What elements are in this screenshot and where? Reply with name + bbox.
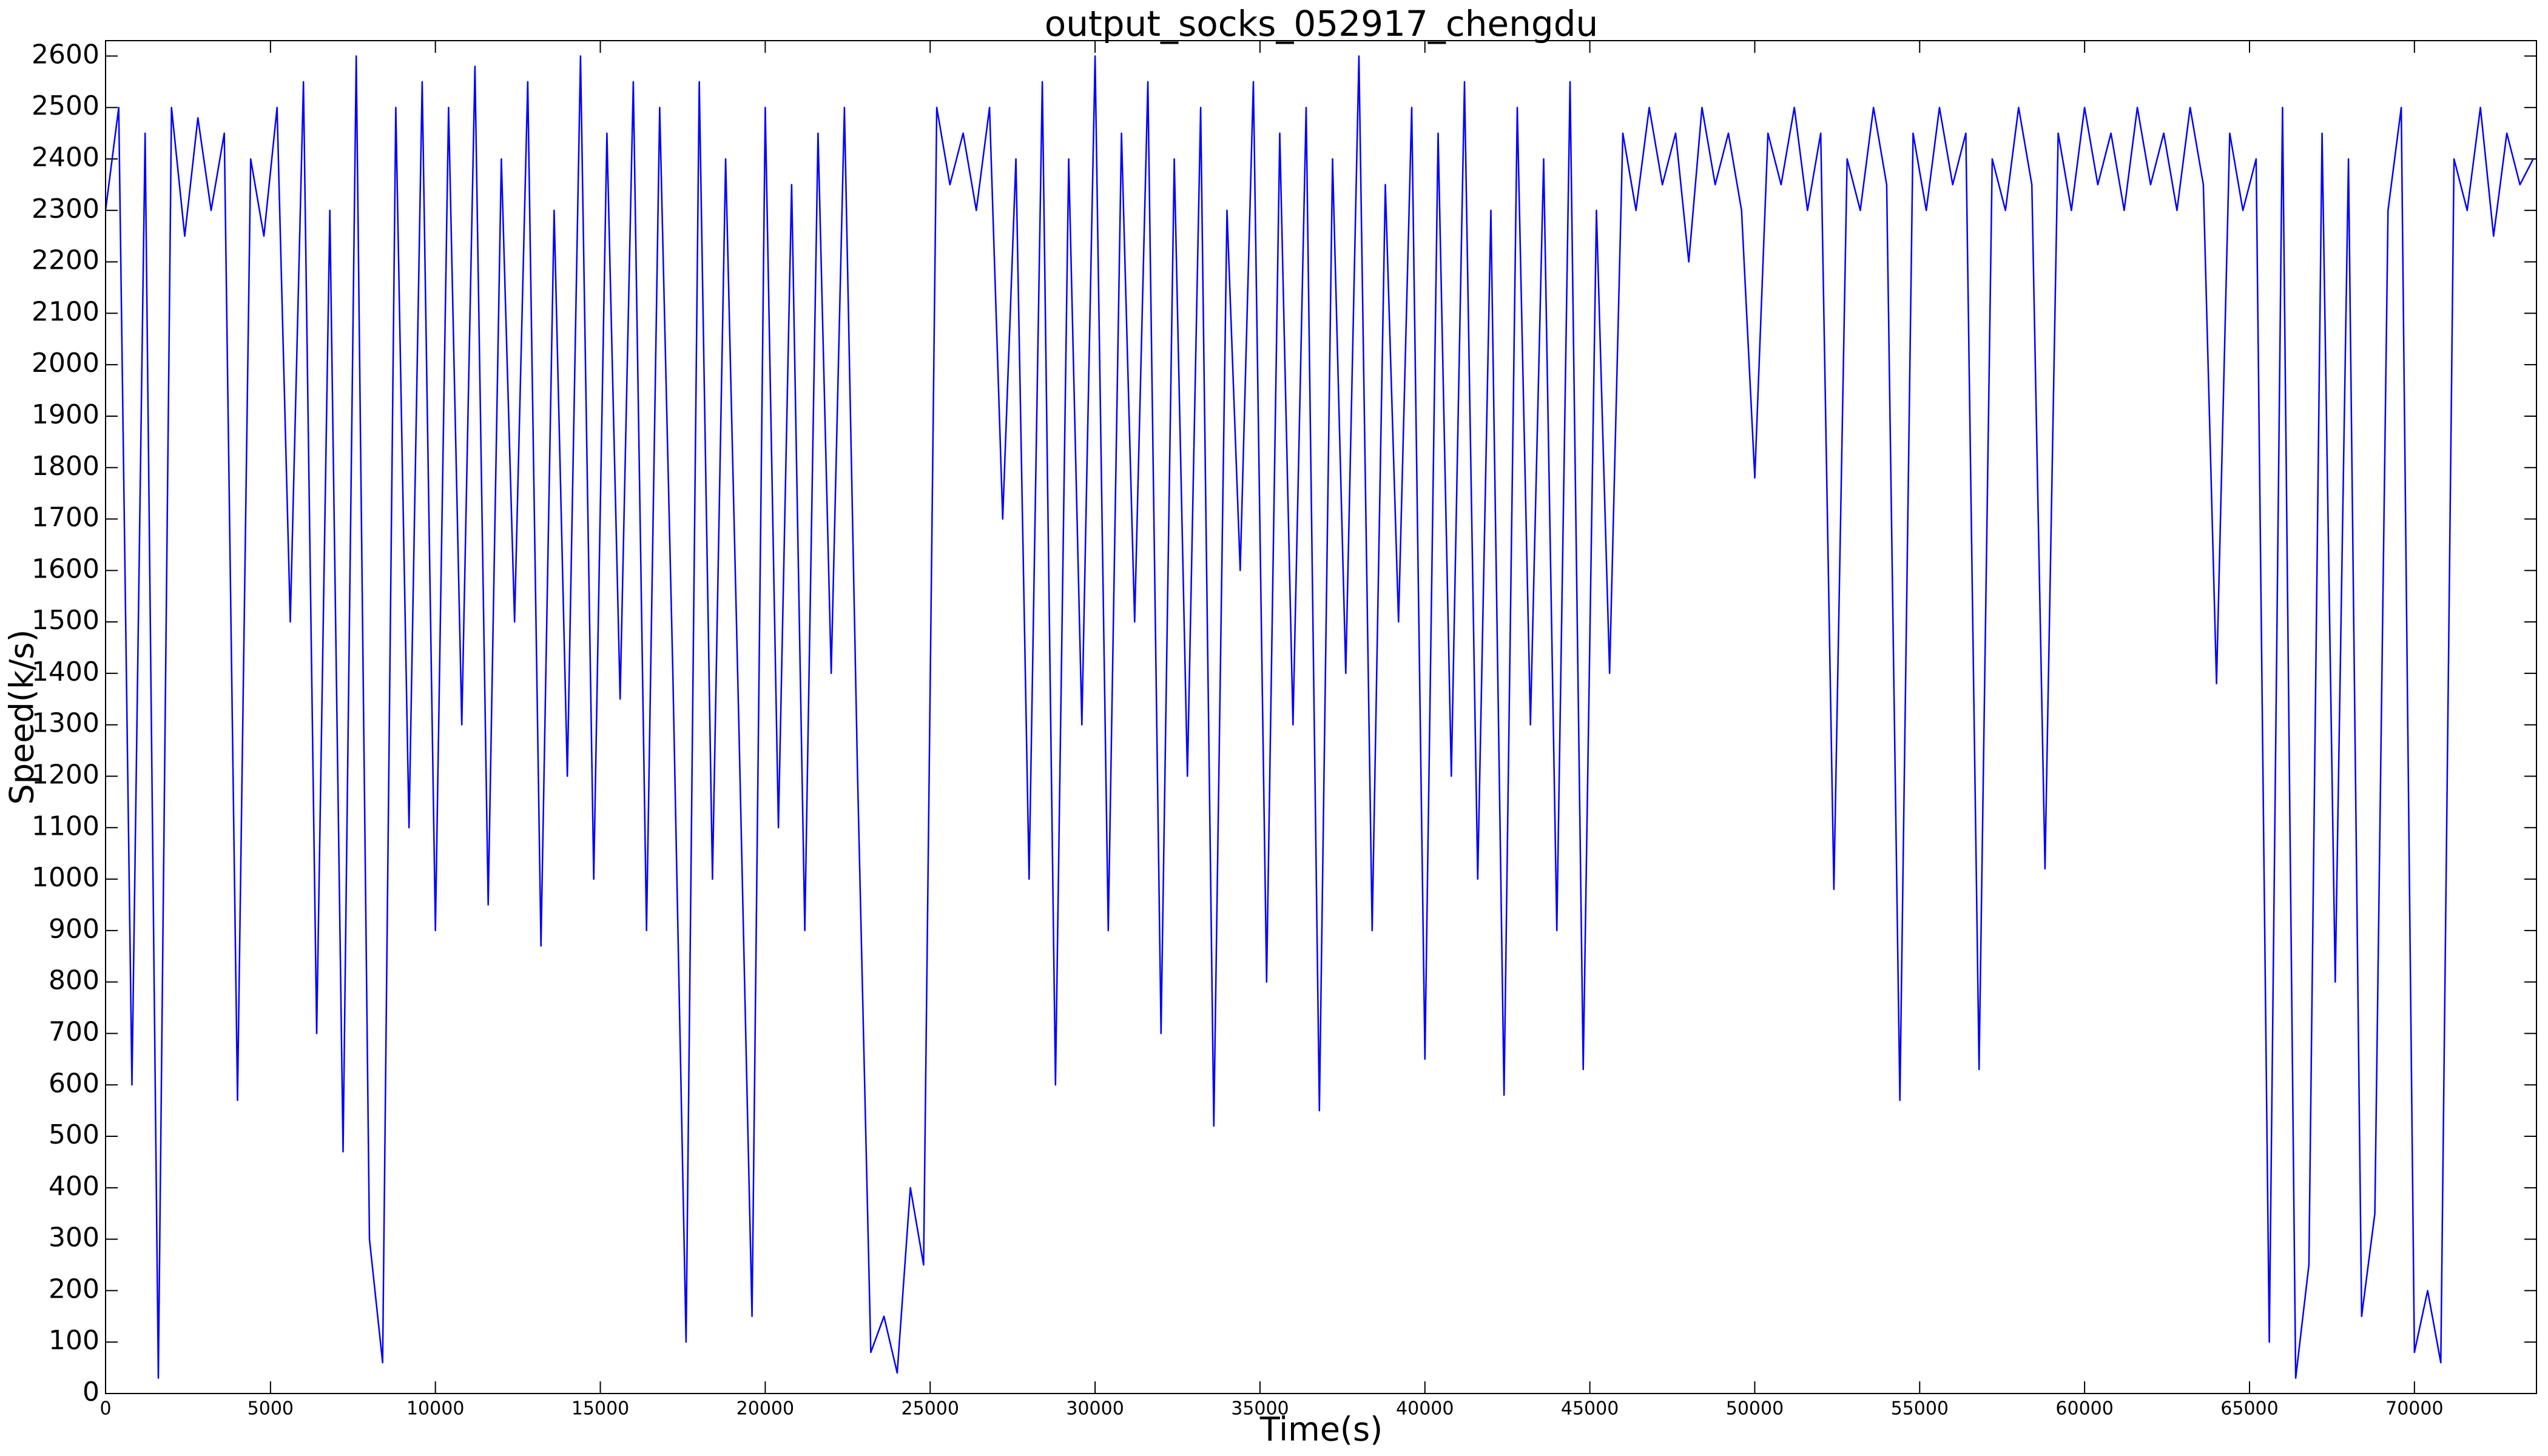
y-tick-label: 2000 [32,348,99,379]
x-tick-label: 50000 [1726,1398,1784,1420]
y-tick-label: 2400 [32,142,99,173]
y-tick-label: 0 [83,1377,99,1407]
y-tick-label: 700 [49,1016,99,1047]
y-tick-label: 300 [49,1222,99,1253]
y-tick-label: 500 [49,1119,99,1150]
x-tick-label: 65000 [2220,1398,2278,1420]
y-tick-label: 400 [49,1171,99,1202]
y-tick-label: 200 [49,1273,99,1304]
y-tick-label: 2600 [32,39,99,70]
y-tick-label: 1200 [32,760,99,790]
y-tick-label: 2500 [32,90,99,121]
y-tick-label: 1000 [32,862,99,893]
chart-title: output_socks_052917_chengdu [1045,3,1599,44]
y-tick-label: 2300 [32,194,99,224]
y-tick-label: 1400 [32,656,99,687]
x-tick-label: 0 [99,1398,111,1420]
y-axis-label: Speed(k/s) [3,629,41,804]
x-axis-label: Time(s) [1259,1410,1383,1449]
x-tick-label: 10000 [406,1398,464,1420]
y-tick-label: 900 [49,914,99,945]
x-tick-label: 40000 [1396,1398,1454,1420]
y-tick-label: 1500 [32,605,99,636]
data-line [104,55,2534,1379]
x-tick-label: 20000 [736,1398,794,1420]
y-tick-label: 1800 [32,451,99,482]
x-tick-label: 30000 [1066,1398,1124,1420]
y-tick-label: 1900 [32,399,99,430]
y-tick-label: 800 [49,965,99,996]
x-tick-label: 70000 [2385,1398,2443,1420]
y-tick-label: 1300 [32,708,99,739]
x-tick-label: 55000 [1891,1398,1949,1420]
plot-frame [105,40,2537,1394]
x-tick-label: 5000 [248,1398,294,1420]
y-tick-label: 1100 [32,811,99,841]
x-tick-label: 60000 [2055,1398,2113,1420]
y-tick-label: 600 [49,1068,99,1099]
y-tick-label: 2200 [32,245,99,276]
x-tick-label: 35000 [1231,1398,1289,1420]
x-tick-label: 45000 [1561,1398,1619,1420]
y-tick-label: 2100 [32,296,99,327]
y-tick-label: 1600 [32,553,99,584]
x-tick-label: 25000 [902,1398,959,1420]
y-tick-label: 100 [49,1325,99,1356]
x-tick-label: 15000 [571,1398,629,1420]
y-tick-label: 1700 [32,502,99,533]
